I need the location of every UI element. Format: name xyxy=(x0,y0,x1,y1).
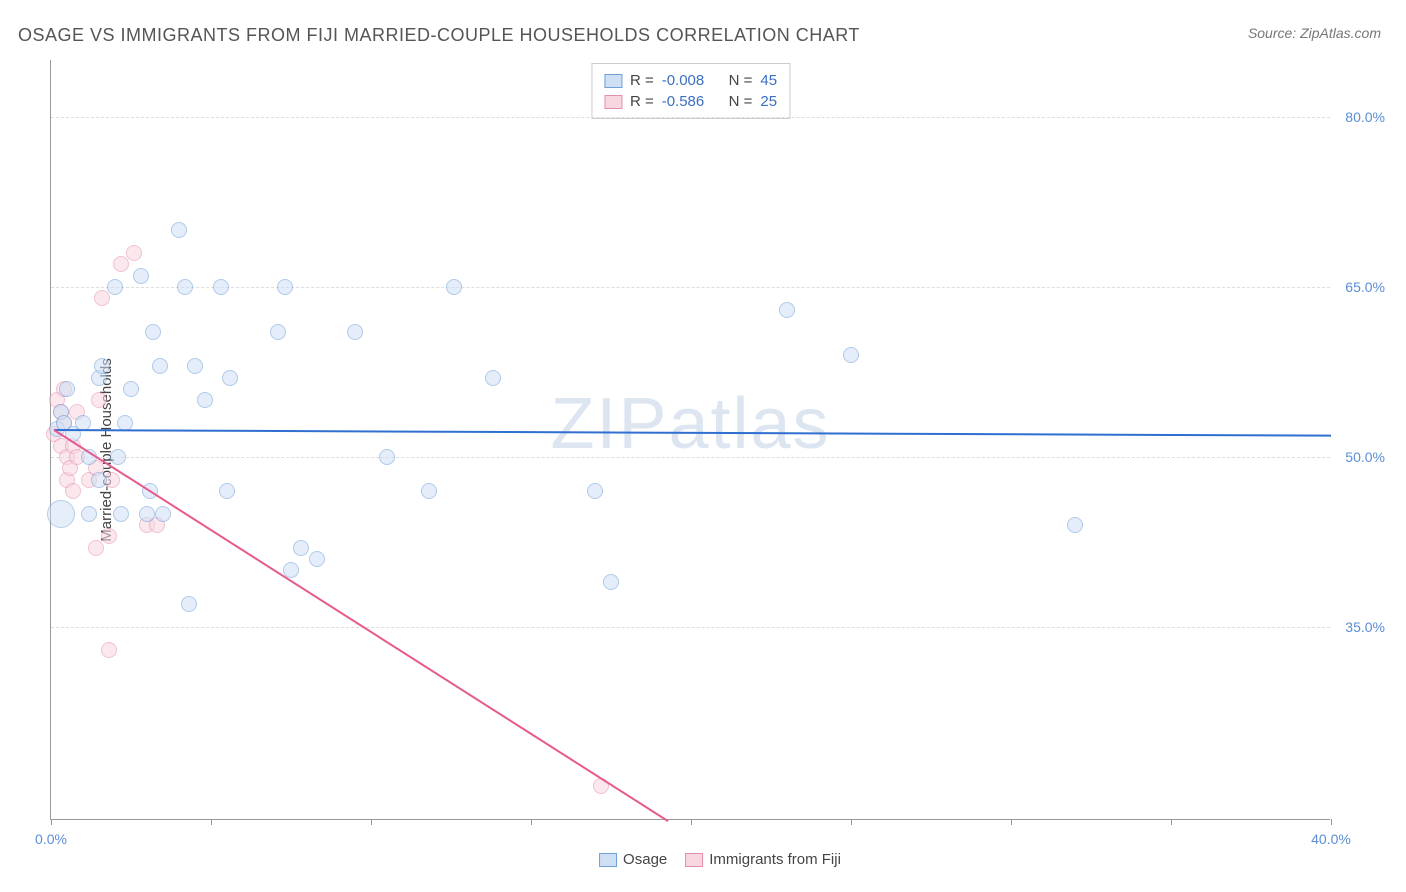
trend-line xyxy=(54,429,669,822)
stats-row-osage: R = -0.008 N = 45 xyxy=(604,70,777,91)
data-point xyxy=(270,324,286,340)
chart-title: OSAGE VS IMMIGRANTS FROM FIJI MARRIED-CO… xyxy=(18,25,860,46)
data-point xyxy=(113,256,129,272)
data-point-large xyxy=(47,500,75,528)
x-tick xyxy=(371,819,372,825)
data-point xyxy=(603,574,619,590)
y-tick-label: 65.0% xyxy=(1335,279,1385,295)
y-tick-label: 50.0% xyxy=(1335,449,1385,465)
data-point xyxy=(145,324,161,340)
data-point xyxy=(126,245,142,261)
data-point xyxy=(197,392,213,408)
data-point xyxy=(293,540,309,556)
data-point xyxy=(181,596,197,612)
r-label: R = xyxy=(630,72,654,89)
n-label: N = xyxy=(729,93,753,110)
x-tick xyxy=(1331,819,1332,825)
data-point xyxy=(843,347,859,363)
data-point xyxy=(171,222,187,238)
data-point xyxy=(421,483,437,499)
data-point xyxy=(155,506,171,522)
x-tick xyxy=(51,819,52,825)
y-tick-label: 80.0% xyxy=(1335,109,1385,125)
data-point xyxy=(94,358,110,374)
n-value-osage: 45 xyxy=(760,72,777,89)
stats-row-fiji: R = -0.586 N = 25 xyxy=(604,91,777,112)
data-point xyxy=(88,540,104,556)
data-point xyxy=(59,381,75,397)
data-point xyxy=(101,642,117,658)
data-point xyxy=(91,392,107,408)
data-point xyxy=(65,483,81,499)
data-point xyxy=(309,551,325,567)
stats-legend: R = -0.008 N = 45 R = -0.586 N = 25 xyxy=(591,63,790,119)
gridline xyxy=(51,627,1330,628)
x-tick xyxy=(211,819,212,825)
data-point xyxy=(101,528,117,544)
r-value-fiji: -0.586 xyxy=(662,93,705,110)
data-point xyxy=(81,506,97,522)
data-point xyxy=(213,279,229,295)
data-point xyxy=(347,324,363,340)
x-tick xyxy=(1011,819,1012,825)
swatch-fiji xyxy=(604,95,622,109)
legend-item-fiji: Immigrants from Fiji xyxy=(685,851,841,868)
x-tick xyxy=(851,819,852,825)
data-point xyxy=(107,279,123,295)
data-point xyxy=(187,358,203,374)
swatch-fiji xyxy=(685,853,703,867)
data-point xyxy=(139,506,155,522)
swatch-osage xyxy=(604,74,622,88)
data-point xyxy=(110,449,126,465)
r-value-osage: -0.008 xyxy=(662,72,705,89)
x-tick xyxy=(1171,819,1172,825)
data-point xyxy=(94,290,110,306)
data-point xyxy=(485,370,501,386)
data-point xyxy=(587,483,603,499)
data-point xyxy=(379,449,395,465)
gridline xyxy=(51,117,1330,118)
swatch-osage xyxy=(599,853,617,867)
legend-label-osage: Osage xyxy=(623,851,667,868)
trend-line xyxy=(54,429,1331,437)
x-tick-label: 40.0% xyxy=(1311,831,1351,847)
x-tick-label: 0.0% xyxy=(35,831,67,847)
data-point xyxy=(277,279,293,295)
data-point xyxy=(446,279,462,295)
data-point xyxy=(133,268,149,284)
data-point xyxy=(152,358,168,374)
r-label: R = xyxy=(630,93,654,110)
x-tick xyxy=(691,819,692,825)
watermark-text: ZIPatlas xyxy=(550,383,830,465)
chart-container: Married-couple Households ZIPatlas R = -… xyxy=(50,60,1390,840)
data-point xyxy=(91,472,107,488)
scatter-plot: ZIPatlas R = -0.008 N = 45 R = -0.586 N … xyxy=(50,60,1330,820)
data-point xyxy=(779,302,795,318)
source-attribution: Source: ZipAtlas.com xyxy=(1248,25,1381,41)
bottom-legend: Osage Immigrants from Fiji xyxy=(599,851,841,868)
n-label: N = xyxy=(729,72,753,89)
data-point xyxy=(123,381,139,397)
y-tick-label: 35.0% xyxy=(1335,619,1385,635)
legend-label-fiji: Immigrants from Fiji xyxy=(709,851,841,868)
data-point xyxy=(177,279,193,295)
data-point xyxy=(222,370,238,386)
data-point xyxy=(1067,517,1083,533)
data-point xyxy=(219,483,235,499)
gridline xyxy=(51,457,1330,458)
legend-item-osage: Osage xyxy=(599,851,667,868)
gridline xyxy=(51,287,1330,288)
data-point xyxy=(113,506,129,522)
n-value-fiji: 25 xyxy=(760,93,777,110)
x-tick xyxy=(531,819,532,825)
